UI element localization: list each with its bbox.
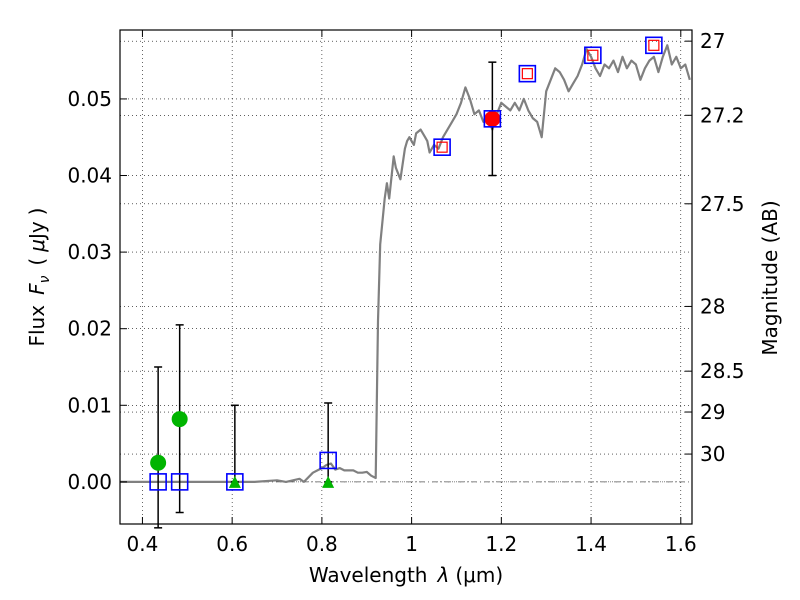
grid-lines — [120, 30, 692, 524]
red-square-marker — [648, 39, 660, 51]
y-tick-label: 0.02 — [67, 317, 112, 341]
red-square-marker — [587, 49, 599, 61]
y2-tick-label: 28.5 — [700, 359, 745, 383]
blue-square-marker — [645, 36, 663, 55]
y-axis-title: FluxFν(μJy) — [25, 207, 53, 346]
green-data-point — [171, 411, 188, 428]
blue-square-marker — [433, 138, 451, 156]
x-tick-label: 1.4 — [575, 532, 607, 556]
y2-axis-ticks: 27 27.2 27.5 28 28.5 29 30 — [685, 29, 745, 466]
blue-square-marker — [149, 473, 167, 491]
y2-tick-label: 29 — [700, 400, 725, 424]
blue-square-marker — [226, 473, 244, 491]
plot-frame — [119, 29, 693, 525]
x-axis-title: Wavelength λ (μm) — [309, 563, 503, 587]
x-tick-label: 1.2 — [485, 532, 517, 556]
red-square-marker — [436, 141, 448, 153]
data-markers — [149, 36, 663, 491]
y-tick-label: 0.01 — [67, 393, 112, 417]
x-tick-label: 0.6 — [216, 532, 248, 556]
y2-tick-label: 27 — [700, 29, 725, 53]
x-tick-label: 0.8 — [306, 532, 338, 556]
blue-square-marker — [170, 473, 189, 491]
x-tick-label: 1.6 — [665, 532, 697, 556]
y-tick-label: 0.04 — [67, 164, 112, 188]
blue-square-marker — [319, 451, 337, 470]
y-tick-label: 0.00 — [67, 470, 112, 494]
y2-axis-title: Magnitude (AB) — [758, 200, 782, 355]
y2-tick-label: 27.2 — [700, 103, 745, 127]
y2-tick-label: 27.5 — [700, 192, 745, 216]
blue-square-marker — [584, 46, 602, 65]
x-tick-label: 1 — [405, 532, 418, 556]
green-triangle-point — [322, 475, 335, 488]
green-data-point — [150, 454, 167, 471]
y-tick-label: 0.05 — [67, 87, 112, 111]
red-data-point — [484, 110, 501, 127]
y-axis-ticks: 0.00 0.01 0.02 0.03 0.04 0.05 — [67, 87, 127, 494]
green-triangle-point — [228, 475, 241, 488]
model-spectrum — [120, 44, 691, 483]
x-axis-ticks: 0.4 0.6 0.8 1 1.2 1.4 1.6 — [127, 30, 697, 556]
blue-square-marker — [483, 110, 502, 128]
y2-tick-label: 28 — [700, 294, 725, 318]
y-tick-label: 0.03 — [67, 240, 112, 264]
model-spectrum-line — [120, 44, 691, 483]
x-tick-label: 0.4 — [127, 532, 159, 556]
red-square-marker — [521, 68, 533, 80]
blue-square-marker — [518, 64, 537, 83]
y2-tick-label: 30 — [700, 442, 725, 466]
